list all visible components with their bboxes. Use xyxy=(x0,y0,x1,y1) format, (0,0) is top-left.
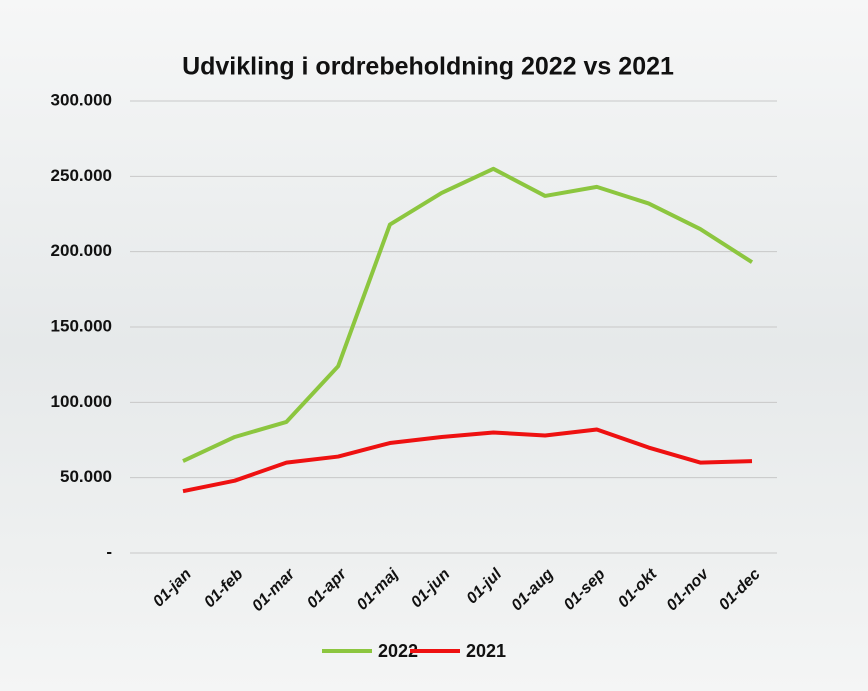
y-tick-label: 50.000 xyxy=(60,467,112,486)
y-tick-label: 200.000 xyxy=(51,241,112,260)
y-tick-label: 300.000 xyxy=(51,90,112,109)
y-tick-label: - xyxy=(106,542,112,561)
chart: Udvikling i ordrebeholdning 2022 vs 2021… xyxy=(0,0,868,691)
y-tick-label: 100.000 xyxy=(51,392,112,411)
legend-label: 2021 xyxy=(466,641,506,661)
y-tick-label: 150.000 xyxy=(51,316,112,335)
chart-title: Udvikling i ordrebeholdning 2022 vs 2021 xyxy=(182,53,674,81)
y-tick-label: 250.000 xyxy=(51,166,112,185)
